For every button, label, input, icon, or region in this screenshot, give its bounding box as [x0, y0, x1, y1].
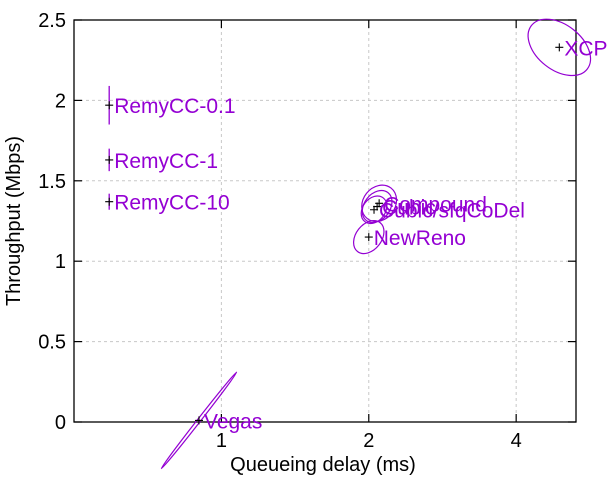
y-tick-label: 2.5 [38, 10, 66, 32]
y-tick-label: 0 [55, 412, 66, 434]
data-point [364, 233, 373, 242]
data-point [194, 416, 203, 425]
point-label: Compound [384, 193, 487, 216]
point-label: RemyCC-1 [114, 150, 218, 173]
uncertainty-ellipse [527, 18, 592, 77]
x-axis-label: Queueing delay (ms) [230, 454, 416, 476]
data-point [105, 101, 114, 110]
data-point [105, 155, 114, 164]
y-tick-label: 1 [55, 251, 66, 273]
point-label: RemyCC-10 [114, 192, 230, 215]
point-label: XCP [564, 37, 607, 60]
y-axis-label: Throughput (Mbps) [3, 136, 25, 306]
uncertainty-ellipse [353, 220, 385, 255]
point-label: RemyCC-0.1 [114, 95, 235, 118]
data-marks: RemyCC-0.1 RemyCC-1 RemyCC-10 XCP CompoundCu… [105, 18, 608, 470]
uncertainty-ellipse [160, 371, 238, 470]
y-tick-label: 1.5 [38, 171, 66, 193]
x-tick-label: 2 [363, 430, 374, 452]
point-label: NewReno [374, 227, 466, 250]
x-tick-label: 1 [216, 430, 227, 452]
y-tick-label: 2 [55, 90, 66, 112]
data-point [370, 205, 379, 214]
data-point [105, 197, 114, 206]
data-point [555, 43, 564, 52]
point-label: Vegas [204, 410, 262, 433]
axis-ticks: 1 2 4 0 0.5 1 1.5 2 2.5 [38, 10, 576, 452]
point-label: Cubic/sfqCoDel [379, 200, 525, 223]
point-label: Cubic [382, 197, 436, 220]
y-tick-label: 0.5 [38, 332, 66, 354]
uncertainty-ellipse [361, 189, 393, 224]
uncertainty-ellipse [361, 184, 398, 223]
x-tick-label: 4 [511, 430, 522, 452]
plot-frame [73, 19, 577, 423]
uncertainty-ellipse [360, 195, 388, 225]
